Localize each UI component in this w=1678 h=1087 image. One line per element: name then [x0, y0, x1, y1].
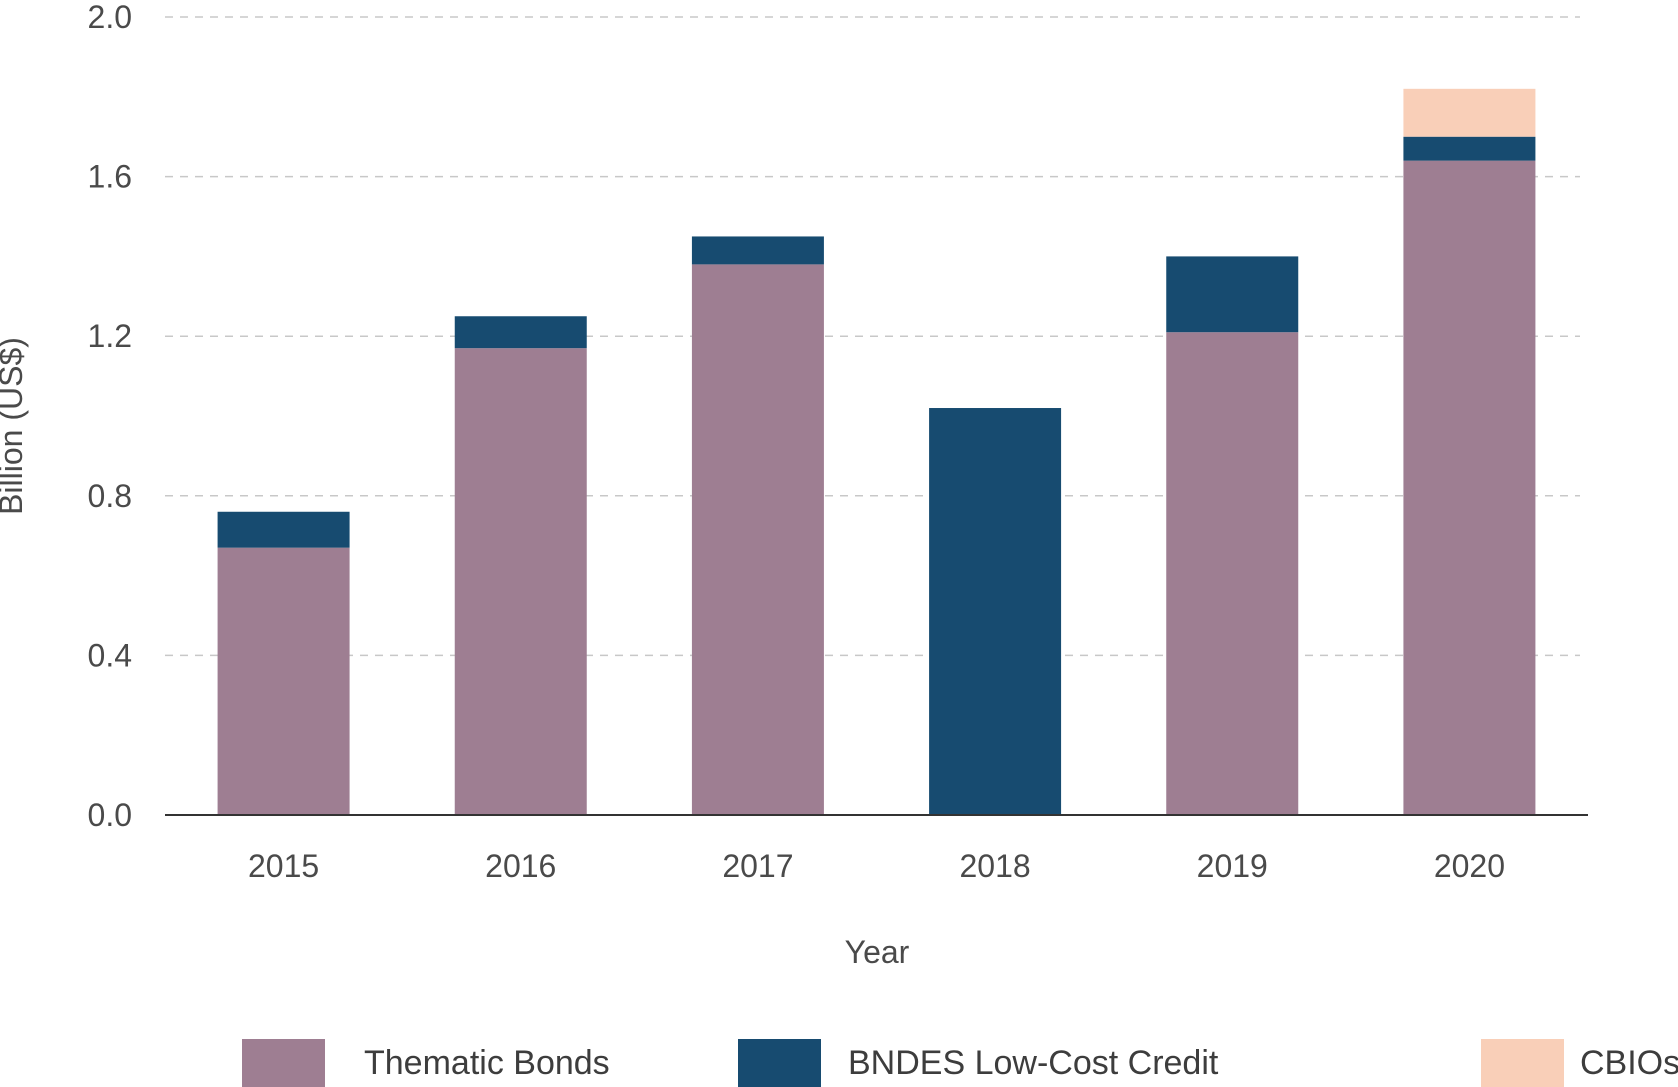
- y-axis-title: Billion (US$): [0, 337, 29, 515]
- y-axis-ticks: 0.0 0.4 0.8 1.2 1.6 2.0: [88, 0, 132, 833]
- bar-segment-thematic-bonds-2015: [217, 547, 350, 815]
- x-tick-label: 2019: [1197, 848, 1268, 884]
- bar-segment-cbios-2020: [1403, 88, 1536, 137]
- legend: Thematic Bonds BNDES Low-Cost Credit CBIOs: [242, 1039, 1678, 1087]
- grid-layer: [165, 16, 1580, 657]
- legend-label: BNDES Low-Cost Credit: [848, 1044, 1219, 1082]
- y-tick-label: 0.0: [88, 797, 132, 833]
- bar-segment-thematic-bonds-2019: [1166, 332, 1299, 815]
- legend-swatch: [242, 1039, 325, 1087]
- bar-segment-bndes-low-cost-credit-2016: [454, 316, 587, 349]
- x-tick-label: 2020: [1434, 848, 1505, 884]
- bar-segment-thematic-bonds-2017: [691, 264, 824, 815]
- y-tick-label: 0.4: [88, 637, 132, 673]
- bar-segment-bndes-low-cost-credit-2017: [691, 236, 824, 265]
- x-tick-label: 2017: [722, 848, 793, 884]
- x-tick-label: 2018: [959, 848, 1030, 884]
- x-tick-label: 2016: [485, 848, 556, 884]
- x-axis-title: Year: [845, 934, 910, 970]
- y-tick-label: 1.2: [88, 318, 132, 354]
- bar-segment-thematic-bonds-2016: [454, 348, 587, 815]
- bars-layer: [217, 88, 1536, 815]
- bar-segment-bndes-low-cost-credit-2015: [217, 511, 350, 548]
- y-tick-label: 0.8: [88, 478, 132, 514]
- bar-segment-bndes-low-cost-credit-2020: [1403, 136, 1536, 161]
- y-tick-label: 2.0: [88, 0, 132, 35]
- bar-segment-bndes-low-cost-credit-2019: [1166, 256, 1299, 333]
- legend-label: Thematic Bonds: [364, 1044, 610, 1082]
- x-axis-ticks: 2015 2016 2017 2018 2019 2020: [248, 848, 1505, 884]
- bar-segment-thematic-bonds-2020: [1403, 160, 1536, 815]
- legend-swatch: [738, 1039, 821, 1087]
- legend-label: CBIOs: [1580, 1044, 1678, 1082]
- legend-swatch: [1481, 1039, 1564, 1087]
- bar-segment-bndes-low-cost-credit-2018: [929, 408, 1062, 815]
- y-tick-label: 1.6: [88, 159, 132, 195]
- x-tick-label: 2015: [248, 848, 319, 884]
